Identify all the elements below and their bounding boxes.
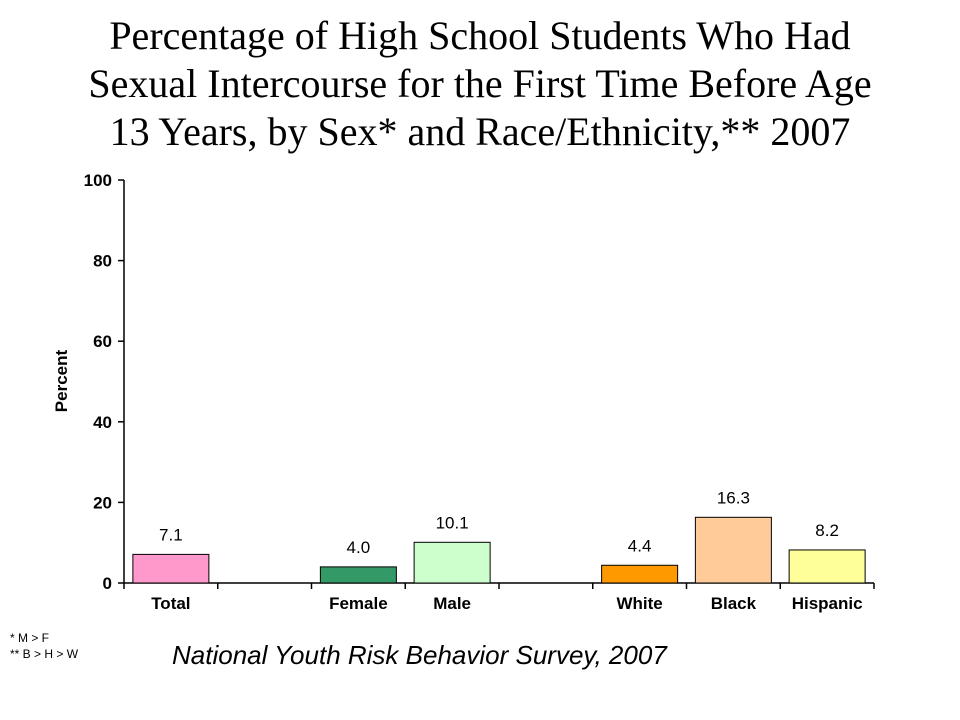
bar-hispanic	[788, 549, 866, 584]
source-note: National Youth Risk Behavior Survey, 200…	[172, 640, 667, 670]
y-tick-label: 60	[93, 332, 112, 351]
bar-male	[413, 541, 491, 584]
data-label-male: 10.1	[436, 513, 469, 532]
y-tick-label: 20	[93, 493, 112, 512]
category-label-hispanic: Hispanic	[792, 594, 863, 613]
footnote-sex: * M > F	[10, 631, 50, 645]
y-tick-label: 80	[93, 252, 112, 271]
category-label-white: White	[616, 594, 662, 613]
title-line-3: 13 Years, by Sex* and Race/Ethnicity,** …	[109, 109, 851, 154]
footnote-race: ** B > H > W	[10, 647, 79, 661]
y-tick-label: 40	[93, 413, 112, 432]
data-label-female: 4.0	[347, 538, 371, 557]
y-axis-title: Percent	[52, 349, 71, 412]
chart-title: Percentage of High School Students Who H…	[20, 12, 940, 156]
y-tick-label: 100	[84, 171, 112, 190]
title-line-2: Sexual Intercourse for the First Time Be…	[88, 61, 872, 106]
data-label-hispanic: 8.2	[815, 521, 839, 540]
bar-white	[601, 564, 679, 584]
title-line-1: Percentage of High School Students Who H…	[109, 13, 851, 58]
category-label-total: Total	[151, 594, 190, 613]
footnotes: * M > F ** B > H > W	[10, 630, 78, 662]
bar-female	[319, 566, 397, 584]
category-label-male: Male	[433, 594, 471, 613]
bar-total	[132, 553, 210, 584]
data-label-total: 7.1	[159, 525, 183, 544]
data-label-white: 4.4	[628, 536, 652, 555]
category-label-female: Female	[329, 594, 388, 613]
bar-black	[694, 516, 772, 584]
category-label-black: Black	[711, 594, 757, 613]
data-label-black: 16.3	[717, 488, 750, 507]
y-tick-label: 0	[103, 574, 112, 593]
